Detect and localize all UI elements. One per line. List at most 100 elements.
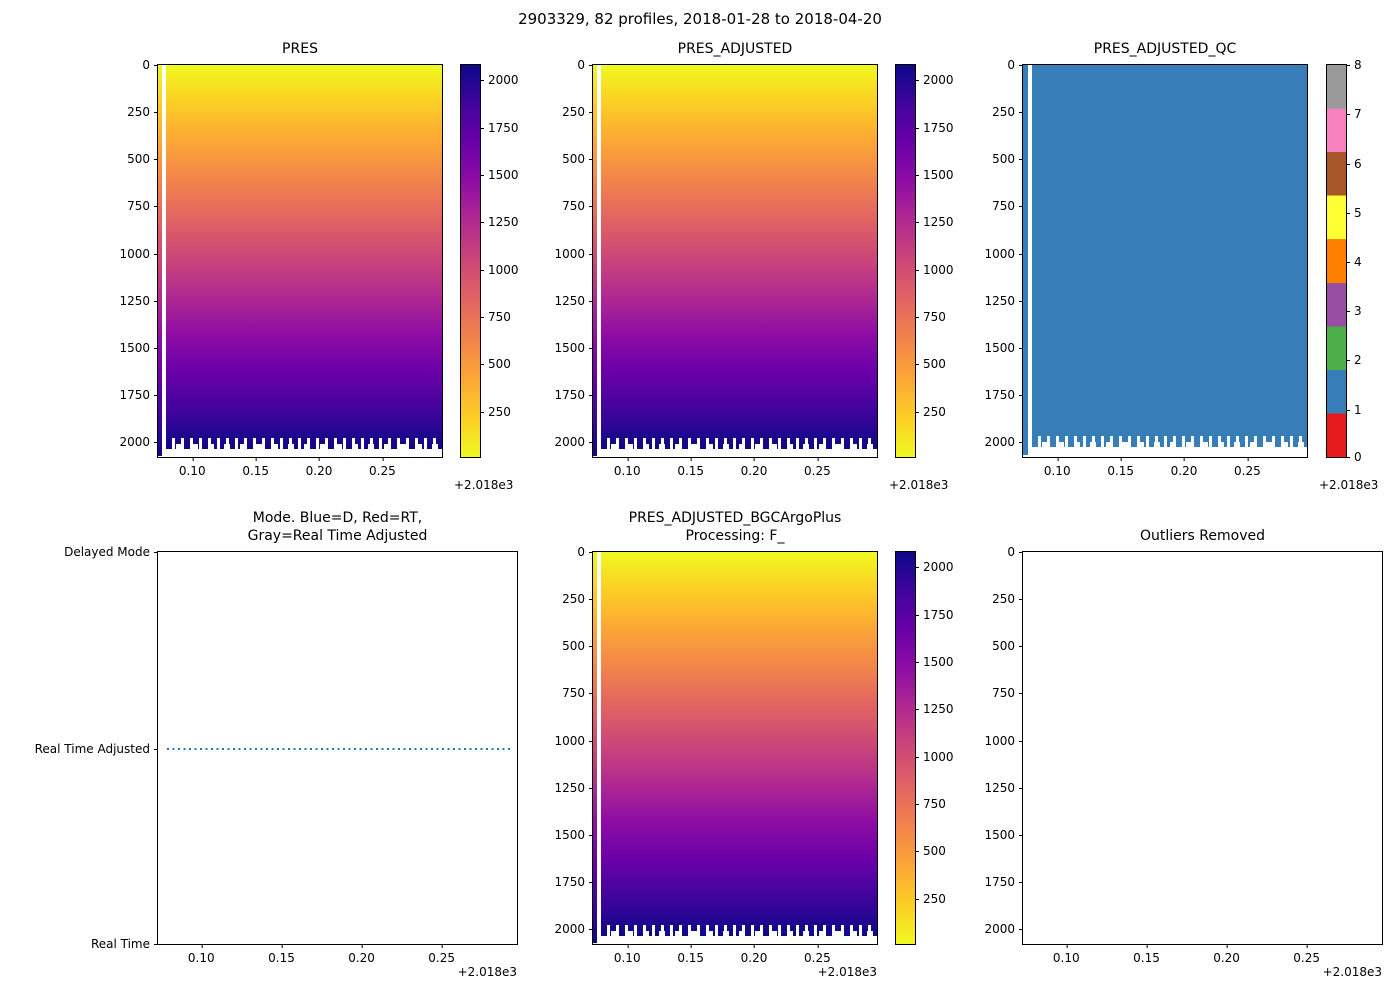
heatmap-left-stripe [1023, 65, 1028, 455]
pres-adjusted-qc-plot-title: PRES_ADJUSTED_QC [1093, 40, 1237, 57]
y-tick-label: 500 [562, 152, 593, 166]
y-tick-label: 1250 [554, 294, 593, 308]
bgc-pres-plot: PRES_ADJUSTED_BGCArgoPlus Processing: F_… [554, 510, 878, 979]
pres-heatmap [158, 65, 442, 457]
y-tick-label: 1000 [984, 247, 1023, 261]
heatmap-left-stripe [158, 65, 162, 456]
figure-suptitle: 2903329, 82 profiles, 2018-01-28 to 2018… [518, 10, 882, 28]
y-tick-label: 2000 [554, 435, 593, 449]
y-tick-label: 1000 [119, 247, 158, 261]
pres-plot-title: PRES [282, 40, 318, 57]
y-tick-label: 1500 [119, 341, 158, 355]
colorbar-tick-label: 500 [480, 357, 511, 371]
colorbar-tick-label: 4 [1346, 255, 1362, 269]
pres-colorbar: 250 500 750 1000 1250 1500 1750 2000 [460, 64, 519, 458]
colorbar-tick-label: 2000 [915, 73, 954, 87]
colorbar-tick-label: 1250 [915, 215, 954, 229]
y-tick-label: 2000 [984, 922, 1023, 936]
mode-dotted-line [167, 748, 513, 750]
qc-colorbar-blocks [1327, 65, 1346, 457]
bgc-pres-plot-title: PRES_ADJUSTED_BGCArgoPlus Processing: F_ [553, 509, 917, 545]
pres-adjusted-plot: PRES_ADJUSTED 0 250 500 750 1000 1250 15… [554, 41, 948, 492]
colorbar-tick-label: 2000 [915, 560, 954, 574]
colorbar-tick-label: 1250 [480, 215, 519, 229]
x-tick-label: 0.10 [1043, 457, 1071, 478]
colorbar-tick-label: 750 [480, 310, 511, 324]
x-axis-offset-label: +2.018e3 [454, 478, 514, 492]
colorbar-tick-label: 1250 [915, 702, 954, 716]
colorbar-tick-label: 250 [915, 892, 946, 906]
y-tick-label: Delayed Mode [64, 545, 158, 559]
y-tick-label: 1500 [984, 828, 1023, 842]
colorbar-tick-label: 3 [1346, 304, 1362, 318]
y-tick-label: 0 [1007, 58, 1023, 72]
y-tick-label: 2000 [119, 435, 158, 449]
y-tick-label: 1500 [554, 828, 593, 842]
colorbar-tick-label: 750 [915, 797, 946, 811]
x-tick-label: 0.20 [305, 457, 333, 478]
y-tick-label: 1750 [984, 875, 1023, 889]
x-tick-label: 0.20 [1170, 457, 1198, 478]
y-tick-label: 250 [992, 592, 1023, 606]
outliers-plot: Outliers Removed 0 250 500 750 1000 1250… [984, 528, 1383, 979]
heatmap-body [1032, 65, 1307, 447]
x-axis-offset-label: +2.018e3 [817, 965, 877, 979]
outliers-plot-title: Outliers Removed [1140, 527, 1265, 544]
y-tick-label: 500 [992, 639, 1023, 653]
y-tick-label: 0 [1007, 545, 1023, 559]
heatmap-jagged-bottom [166, 444, 442, 449]
x-tick-label: 0.25 [804, 944, 831, 965]
colorbar-tick-label: 1500 [915, 168, 954, 182]
mode-plot-title-line1: Mode. Blue=D, Red=RT, [252, 509, 423, 526]
y-tick-label: 1250 [119, 294, 158, 308]
y-tick-label: 1750 [554, 875, 593, 889]
y-tick-label: 1250 [984, 294, 1023, 308]
colorbar-tick-label: 0 [1346, 450, 1362, 464]
pres-adjusted-colorbar: 250 500 750 1000 1250 1500 1750 2000 [895, 64, 954, 458]
y-tick-label: 750 [562, 686, 593, 700]
colorbar-tick-label: 1000 [915, 750, 954, 764]
colorbar-tick-label: 500 [915, 357, 946, 371]
y-tick-label: 1750 [984, 388, 1023, 402]
y-tick-label: 250 [562, 592, 593, 606]
x-tick-label: 0.15 [677, 944, 705, 965]
heatmap-jagged-bottom [601, 931, 877, 936]
x-tick-label: 0.25 [369, 457, 396, 478]
y-tick-label: 1000 [554, 247, 593, 261]
colorbar-tick-label: 2000 [480, 73, 519, 87]
heatmap-left-stripe [593, 552, 597, 943]
x-tick-label: 0.20 [740, 457, 768, 478]
pres-adjusted-plot-title: PRES_ADJUSTED [677, 40, 793, 57]
pres-plot: PRES 0 250 500 750 1000 1250 1500 1750 2… [119, 41, 513, 492]
x-tick-label: 0.25 [1234, 457, 1261, 478]
y-tick-label: 250 [562, 105, 593, 119]
colorbar-gradient [461, 65, 480, 457]
y-tick-label: 750 [992, 199, 1023, 213]
colorbar-tick-label: 1750 [915, 608, 954, 622]
outliers-plot-area [1023, 552, 1382, 944]
y-tick-label: 500 [562, 639, 593, 653]
y-tick-label: 1500 [554, 341, 593, 355]
heatmap-left-stripe [593, 65, 597, 456]
x-tick-label: 0.20 [348, 944, 375, 965]
mode-plot-title-line2: Gray=Real Time Adjusted [247, 527, 428, 544]
x-axis-offset-label: +2.018e3 [457, 965, 517, 979]
x-tick-label: 0.15 [1133, 944, 1160, 965]
colorbar-tick-label: 1000 [915, 263, 954, 277]
mode-plot-title: Mode. Blue=D, Red=RT, Gray=Real Time Adj… [118, 509, 557, 545]
colorbar-tick-label: 8 [1346, 58, 1362, 72]
y-tick-label: 750 [127, 199, 158, 213]
colorbar-gradient [896, 552, 915, 944]
colorbar-tick-label: 250 [480, 405, 511, 419]
pres-adjusted-qc-plot: PRES_ADJUSTED_QC 0 250 500 750 1000 1250… [984, 41, 1378, 492]
y-tick-label: 1250 [554, 781, 593, 795]
colorbar-tick-label: 500 [915, 844, 946, 858]
y-tick-label: 1250 [984, 781, 1023, 795]
bgc-pres-colorbar: 250 500 750 1000 1250 1500 1750 2000 [895, 551, 954, 945]
colorbar-tick-label: 750 [915, 310, 946, 324]
x-tick-label: 0.10 [613, 457, 641, 478]
y-tick-label: 1750 [554, 388, 593, 402]
heatmap-jagged-bottom [1032, 436, 1307, 447]
y-tick-label: 250 [992, 105, 1023, 119]
colorbar-tick-label: 1750 [480, 121, 519, 135]
